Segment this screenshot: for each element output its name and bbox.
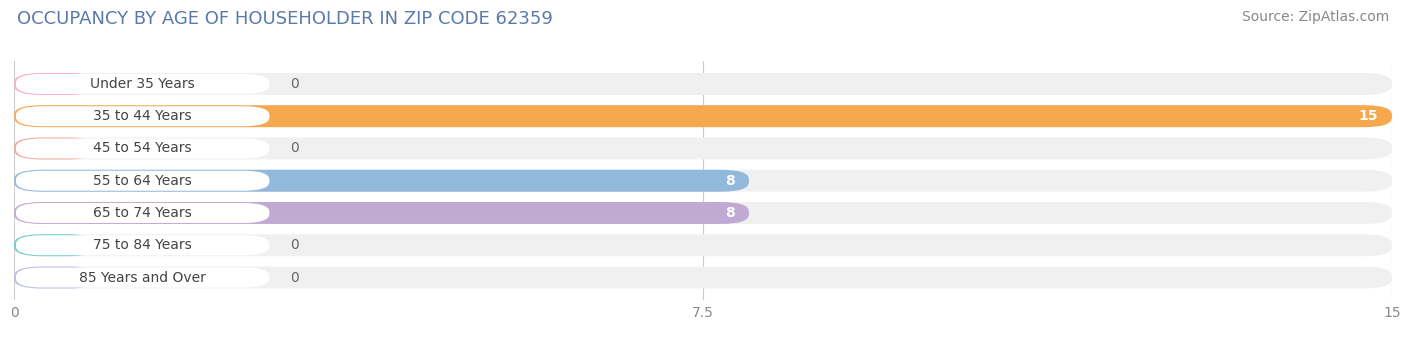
Text: 55 to 64 Years: 55 to 64 Years	[93, 174, 193, 188]
FancyBboxPatch shape	[14, 73, 97, 95]
Text: 45 to 54 Years: 45 to 54 Years	[93, 142, 193, 155]
FancyBboxPatch shape	[15, 203, 270, 223]
FancyBboxPatch shape	[14, 137, 97, 160]
FancyBboxPatch shape	[14, 202, 749, 224]
FancyBboxPatch shape	[14, 202, 1392, 224]
FancyBboxPatch shape	[14, 234, 97, 256]
Text: OCCUPANCY BY AGE OF HOUSEHOLDER IN ZIP CODE 62359: OCCUPANCY BY AGE OF HOUSEHOLDER IN ZIP C…	[17, 10, 553, 28]
FancyBboxPatch shape	[15, 171, 270, 191]
Text: 35 to 44 Years: 35 to 44 Years	[93, 109, 193, 123]
FancyBboxPatch shape	[15, 267, 270, 287]
FancyBboxPatch shape	[14, 267, 97, 288]
FancyBboxPatch shape	[15, 106, 270, 126]
FancyBboxPatch shape	[14, 170, 1392, 192]
Text: Under 35 Years: Under 35 Years	[90, 77, 195, 91]
Text: 8: 8	[725, 206, 735, 220]
FancyBboxPatch shape	[15, 138, 270, 159]
Text: 8: 8	[725, 174, 735, 188]
FancyBboxPatch shape	[15, 74, 270, 94]
Text: 0: 0	[290, 238, 298, 252]
FancyBboxPatch shape	[15, 235, 270, 255]
FancyBboxPatch shape	[14, 267, 1392, 288]
Text: 0: 0	[290, 142, 298, 155]
Text: 85 Years and Over: 85 Years and Over	[79, 270, 207, 284]
Text: 75 to 84 Years: 75 to 84 Years	[93, 238, 193, 252]
FancyBboxPatch shape	[14, 105, 1392, 127]
Text: 0: 0	[290, 270, 298, 284]
Text: 15: 15	[1358, 109, 1378, 123]
Text: 0: 0	[290, 77, 298, 91]
FancyBboxPatch shape	[14, 73, 1392, 95]
FancyBboxPatch shape	[14, 234, 1392, 256]
FancyBboxPatch shape	[14, 105, 1392, 127]
FancyBboxPatch shape	[14, 137, 1392, 160]
Text: 65 to 74 Years: 65 to 74 Years	[93, 206, 193, 220]
FancyBboxPatch shape	[14, 170, 749, 192]
Text: Source: ZipAtlas.com: Source: ZipAtlas.com	[1241, 10, 1389, 24]
